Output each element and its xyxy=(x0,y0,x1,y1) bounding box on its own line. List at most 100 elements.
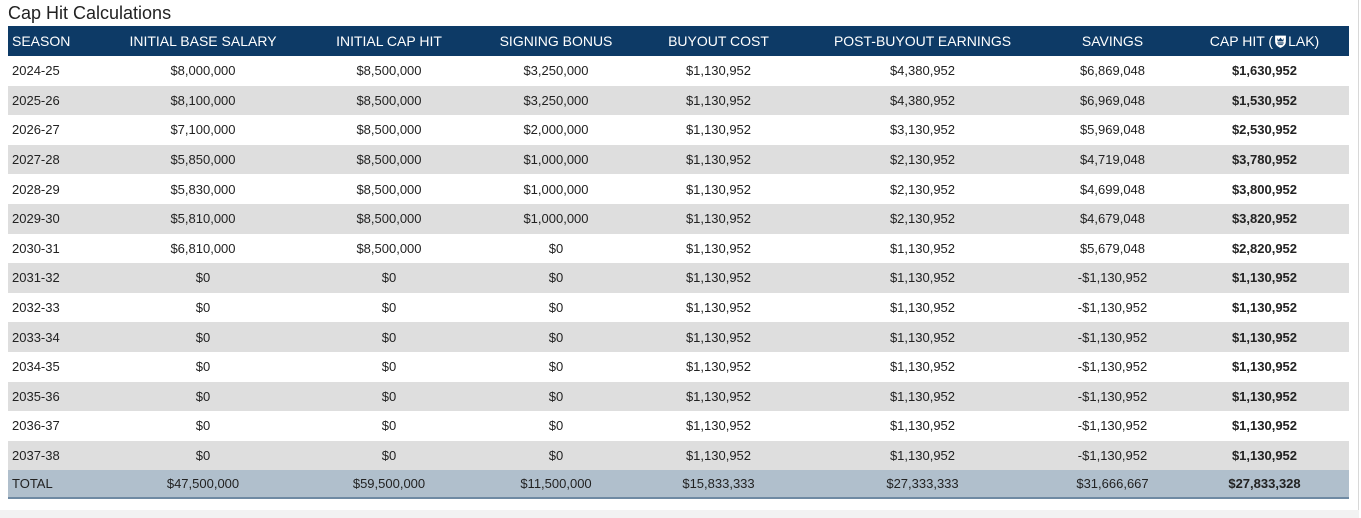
cell-season: 2030-31 xyxy=(12,240,60,256)
table-row: 2025-26 $8,100,000 $8,500,000 $3,250,000 $1,… xyxy=(8,85,1349,116)
cell-buyout-cost: $1,130,952 xyxy=(685,181,752,197)
cell-season: 2033-34 xyxy=(12,329,60,345)
cell-post-buyout-earnings: $1,130,952 xyxy=(889,240,956,256)
cell-cap-hit: $1,130,952 xyxy=(1231,329,1298,345)
col-header-savings[interactable]: SAVINGS xyxy=(1081,33,1144,49)
table-row: 2033-34 $0 $0 $0 $1,130,952 $1,130,952 -$1,130… xyxy=(8,322,1349,352)
cell-buyout-cost: $1,130,952 xyxy=(685,329,752,345)
cell-initial-cap-hit: $0 xyxy=(381,329,397,345)
cell-signing-bonus: $0 xyxy=(548,270,564,286)
cell-post-buyout-earnings: $4,380,952 xyxy=(889,92,956,108)
cell-initial-cap-hit: $0 xyxy=(381,418,397,434)
col-header-season[interactable]: SEASON xyxy=(12,33,71,49)
cell-signing-bonus: $0 xyxy=(548,329,564,345)
cell-initial-base-salary: $8,000,000 xyxy=(170,63,236,79)
cell-buyout-cost: $1,130,952 xyxy=(685,418,752,434)
cell-savings: $4,699,048 xyxy=(1079,181,1146,197)
cell-buyout-cost: $1,130,952 xyxy=(685,359,752,375)
cell-post-buyout-earnings: $1,130,952 xyxy=(889,418,956,434)
page-title: Cap Hit Calculations xyxy=(8,3,172,23)
team-logo-icon xyxy=(1275,35,1286,48)
total-label: TOTAL xyxy=(8,470,103,500)
cell-season: 2027-28 xyxy=(12,152,60,168)
cell-post-buyout-earnings: $1,130,952 xyxy=(889,270,956,286)
cell-initial-base-salary: $5,810,000 xyxy=(170,211,236,227)
cell-buyout-cost: $1,130,952 xyxy=(685,448,752,464)
cell-initial-cap-hit: $8,500,000 xyxy=(356,211,422,227)
cell-savings: -$1,130,952 xyxy=(1077,359,1148,375)
total-signing-bonus: $11,500,000 xyxy=(475,470,637,500)
cell-buyout-cost: $1,130,952 xyxy=(685,270,752,286)
cell-savings: $6,969,048 xyxy=(1079,92,1146,108)
cell-cap-hit: $3,820,952 xyxy=(1231,211,1298,227)
cell-signing-bonus: $0 xyxy=(548,418,564,434)
cell-cap-hit: $3,800,952 xyxy=(1231,181,1298,197)
total-post-buyout-earnings: $27,333,333 xyxy=(800,470,1045,500)
cell-post-buyout-earnings: $3,130,952 xyxy=(889,122,956,138)
cell-post-buyout-earnings: $1,130,952 xyxy=(889,329,956,345)
cell-cap-hit: $1,130,952 xyxy=(1231,359,1298,375)
cell-initial-cap-hit: $0 xyxy=(381,388,397,404)
cell-initial-base-salary: $8,100,000 xyxy=(170,92,236,108)
table-row: 2036-37 $0 $0 $0 $1,130,952 $1,130,952 -$1,130… xyxy=(8,411,1349,441)
cell-initial-base-salary: $0 xyxy=(195,388,211,404)
cell-initial-cap-hit: $8,500,000 xyxy=(356,92,422,108)
cell-signing-bonus: $3,250,000 xyxy=(523,92,589,108)
cell-season: 2032-33 xyxy=(12,300,60,316)
cell-initial-base-salary: $0 xyxy=(195,270,211,286)
table-row: 2026-27 $7,100,000 $8,500,000 $2,000,000 $1,… xyxy=(8,115,1349,145)
cell-signing-bonus: $2,000,000 xyxy=(523,122,589,138)
cell-signing-bonus: $0 xyxy=(548,448,564,464)
cell-signing-bonus: $0 xyxy=(548,300,564,316)
total-cap-hit: $27,833,328 xyxy=(1180,470,1349,500)
cell-initial-cap-hit: $8,500,000 xyxy=(356,240,422,256)
col-header-signing-bonus[interactable]: SIGNING BONUS xyxy=(499,33,613,49)
table-row: 2027-28 $5,850,000 $8,500,000 $1,000,000 $1,… xyxy=(8,144,1349,175)
cell-cap-hit: $1,130,952 xyxy=(1231,448,1298,464)
cell-buyout-cost: $1,130,952 xyxy=(685,240,752,256)
cell-post-buyout-earnings: $1,130,952 xyxy=(889,388,956,404)
col-header-initial-cap-hit[interactable]: INITIAL CAP HIT xyxy=(336,33,442,49)
cell-season: 2037-38 xyxy=(12,448,60,464)
cell-post-buyout-earnings: $4,380,952 xyxy=(889,63,956,79)
cell-initial-base-salary: $5,850,000 xyxy=(170,152,236,168)
col-header-buyout-cost[interactable]: BUYOUT COST xyxy=(668,33,769,49)
cell-season: 2034-35 xyxy=(12,359,60,375)
cell-cap-hit: $2,820,952 xyxy=(1231,240,1298,256)
cell-initial-cap-hit: $8,500,000 xyxy=(356,122,422,138)
cap-hit-team-label: LAK) xyxy=(1288,33,1320,49)
cell-initial-cap-hit: $0 xyxy=(381,448,397,464)
cell-savings: $6,869,048 xyxy=(1079,63,1146,79)
col-header-post-buyout-earnings[interactable]: POST-BUYOUT EARNINGS xyxy=(833,33,1012,49)
cell-initial-base-salary: $7,100,000 xyxy=(170,122,236,138)
cell-initial-cap-hit: $8,500,000 xyxy=(356,63,422,79)
cell-initial-cap-hit: $8,500,000 xyxy=(356,181,422,197)
cell-savings: $5,679,048 xyxy=(1079,240,1146,256)
cell-initial-base-salary: $6,810,000 xyxy=(170,240,236,256)
total-buyout-cost: $15,833,333 xyxy=(637,470,800,500)
cell-signing-bonus: $3,250,000 xyxy=(523,63,589,79)
cell-post-buyout-earnings: $2,130,952 xyxy=(889,152,956,168)
cell-savings: -$1,130,952 xyxy=(1077,300,1148,316)
table-row: 2032-33 $0 $0 $0 $1,130,952 $1,130,952 -$1,130… xyxy=(8,292,1349,323)
cell-cap-hit: $3,780,952 xyxy=(1231,152,1298,168)
cell-initial-base-salary: $5,830,000 xyxy=(170,181,236,197)
table-row: 2037-38 $0 $0 $0 $1,130,952 $1,130,952 -$1,130… xyxy=(8,440,1349,471)
total-row: TOTAL $47,500,000 $59,500,000 $11,500,00… xyxy=(8,470,1349,500)
cell-savings: -$1,130,952 xyxy=(1077,418,1148,434)
cell-initial-cap-hit: $8,500,000 xyxy=(356,152,422,168)
cell-season: 2031-32 xyxy=(12,270,60,286)
cell-signing-bonus: $1,000,000 xyxy=(523,181,589,197)
table-row: 2035-36 $0 $0 $0 $1,130,952 $1,130,952 -$1,130… xyxy=(8,381,1349,412)
total-initial-base-salary: $47,500,000 xyxy=(103,470,303,500)
col-header-cap-hit[interactable]: CAP HIT ( LAK) xyxy=(1180,26,1349,56)
col-header-initial-base-salary[interactable]: INITIAL BASE SALARY xyxy=(129,33,277,49)
cell-post-buyout-earnings: $1,130,952 xyxy=(889,359,956,375)
cell-initial-cap-hit: $0 xyxy=(381,270,397,286)
cell-season: 2025-26 xyxy=(12,92,60,108)
cell-savings: -$1,130,952 xyxy=(1077,388,1148,404)
cell-signing-bonus: $1,000,000 xyxy=(523,211,589,227)
cell-savings: $4,719,048 xyxy=(1079,152,1146,168)
cell-signing-bonus: $1,000,000 xyxy=(523,152,589,168)
